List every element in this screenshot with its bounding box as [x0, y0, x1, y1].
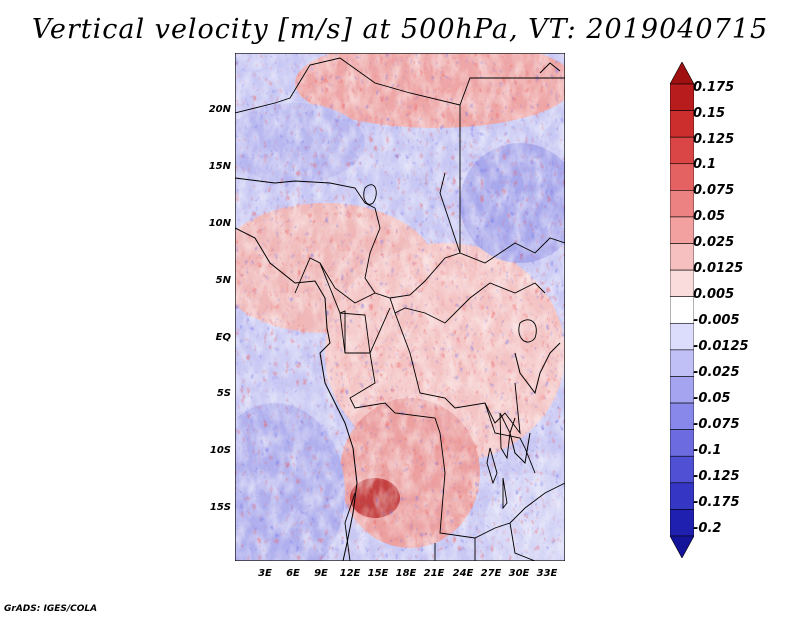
coastline — [235, 62, 561, 561]
colorbar-bin — [670, 163, 694, 191]
colorbar-bin — [670, 429, 694, 457]
colorbar-bin — [670, 322, 694, 351]
texture-blue — [235, 53, 565, 561]
colorbar-label: 0.075 — [693, 183, 735, 198]
lat-label: 10S — [209, 445, 231, 456]
colorbar-label: 0.025 — [693, 235, 735, 250]
colorbar-label: -0.05 — [693, 391, 731, 406]
lon-label: 33E — [536, 568, 558, 579]
colorbar-label: -0.125 — [693, 469, 740, 484]
colorbar-label: 0.005 — [693, 287, 735, 302]
colorbar-label: -0.075 — [693, 417, 740, 432]
colorbar-bin — [670, 376, 694, 404]
lat-label: 20N — [208, 104, 231, 115]
colorbar-bin — [670, 110, 694, 138]
colorbar-bin — [670, 296, 694, 324]
colorbar-label: 0.15 — [693, 106, 726, 121]
velocity-field-map — [235, 53, 565, 561]
lat-label: 15N — [208, 161, 231, 172]
colorbar-label: 0.1 — [693, 157, 717, 172]
colorbar-bin — [670, 190, 694, 218]
colorbar-label: 0.05 — [693, 209, 726, 224]
lat-label: 5N — [215, 275, 231, 286]
colorbar-bin — [670, 136, 694, 165]
colorbar-label: -0.005 — [693, 313, 740, 328]
lat-label: 10N — [208, 218, 231, 229]
colorbar-label: -0.1 — [693, 443, 722, 458]
colorbar-bin — [670, 455, 694, 484]
colorbar-label: -0.2 — [693, 521, 722, 536]
colorbar-bin — [670, 269, 694, 298]
colorbar-bin — [670, 216, 694, 244]
colorbar-bin — [670, 349, 694, 377]
lon-label: 24E — [452, 568, 474, 579]
lon-label: 18E — [395, 568, 417, 579]
lon-label: 6E — [286, 568, 300, 579]
lon-label: 3E — [258, 568, 272, 579]
colorbar-label: 0.175 — [693, 80, 735, 95]
colorbar-bin — [670, 482, 694, 510]
colorbar-bin — [670, 243, 694, 271]
lon-label: 30E — [508, 568, 530, 579]
grads-credit: GrADS: IGES/COLA — [4, 604, 98, 614]
colorbar-label: -0.025 — [693, 365, 740, 380]
colorbar-label: 0.125 — [693, 132, 735, 147]
colorbar-bin — [670, 402, 694, 430]
colorbar-bin — [670, 509, 694, 537]
colorbar-bin — [670, 83, 694, 111]
colorbar-label: -0.0125 — [693, 339, 749, 354]
lat-label: 5S — [216, 388, 231, 399]
colorbar-bottom-arrow — [670, 535, 694, 558]
lat-label: 15S — [209, 502, 231, 513]
lon-label: 12E — [339, 568, 361, 579]
lon-label: 15E — [367, 568, 389, 579]
colorbar-top-arrow — [670, 62, 694, 85]
chart-title: Vertical velocity [m/s] at 500hPa, VT: 2… — [31, 14, 769, 45]
lon-label: 21E — [423, 568, 445, 579]
country-borders — [235, 57, 565, 561]
lon-label: 9E — [314, 568, 328, 579]
lakes — [363, 184, 537, 510]
lat-label: EQ — [215, 332, 231, 343]
colorbar-label: 0.0125 — [693, 261, 744, 276]
colorbar — [670, 62, 694, 558]
colorbar-label: -0.175 — [693, 495, 740, 510]
lon-label: 27E — [480, 568, 502, 579]
